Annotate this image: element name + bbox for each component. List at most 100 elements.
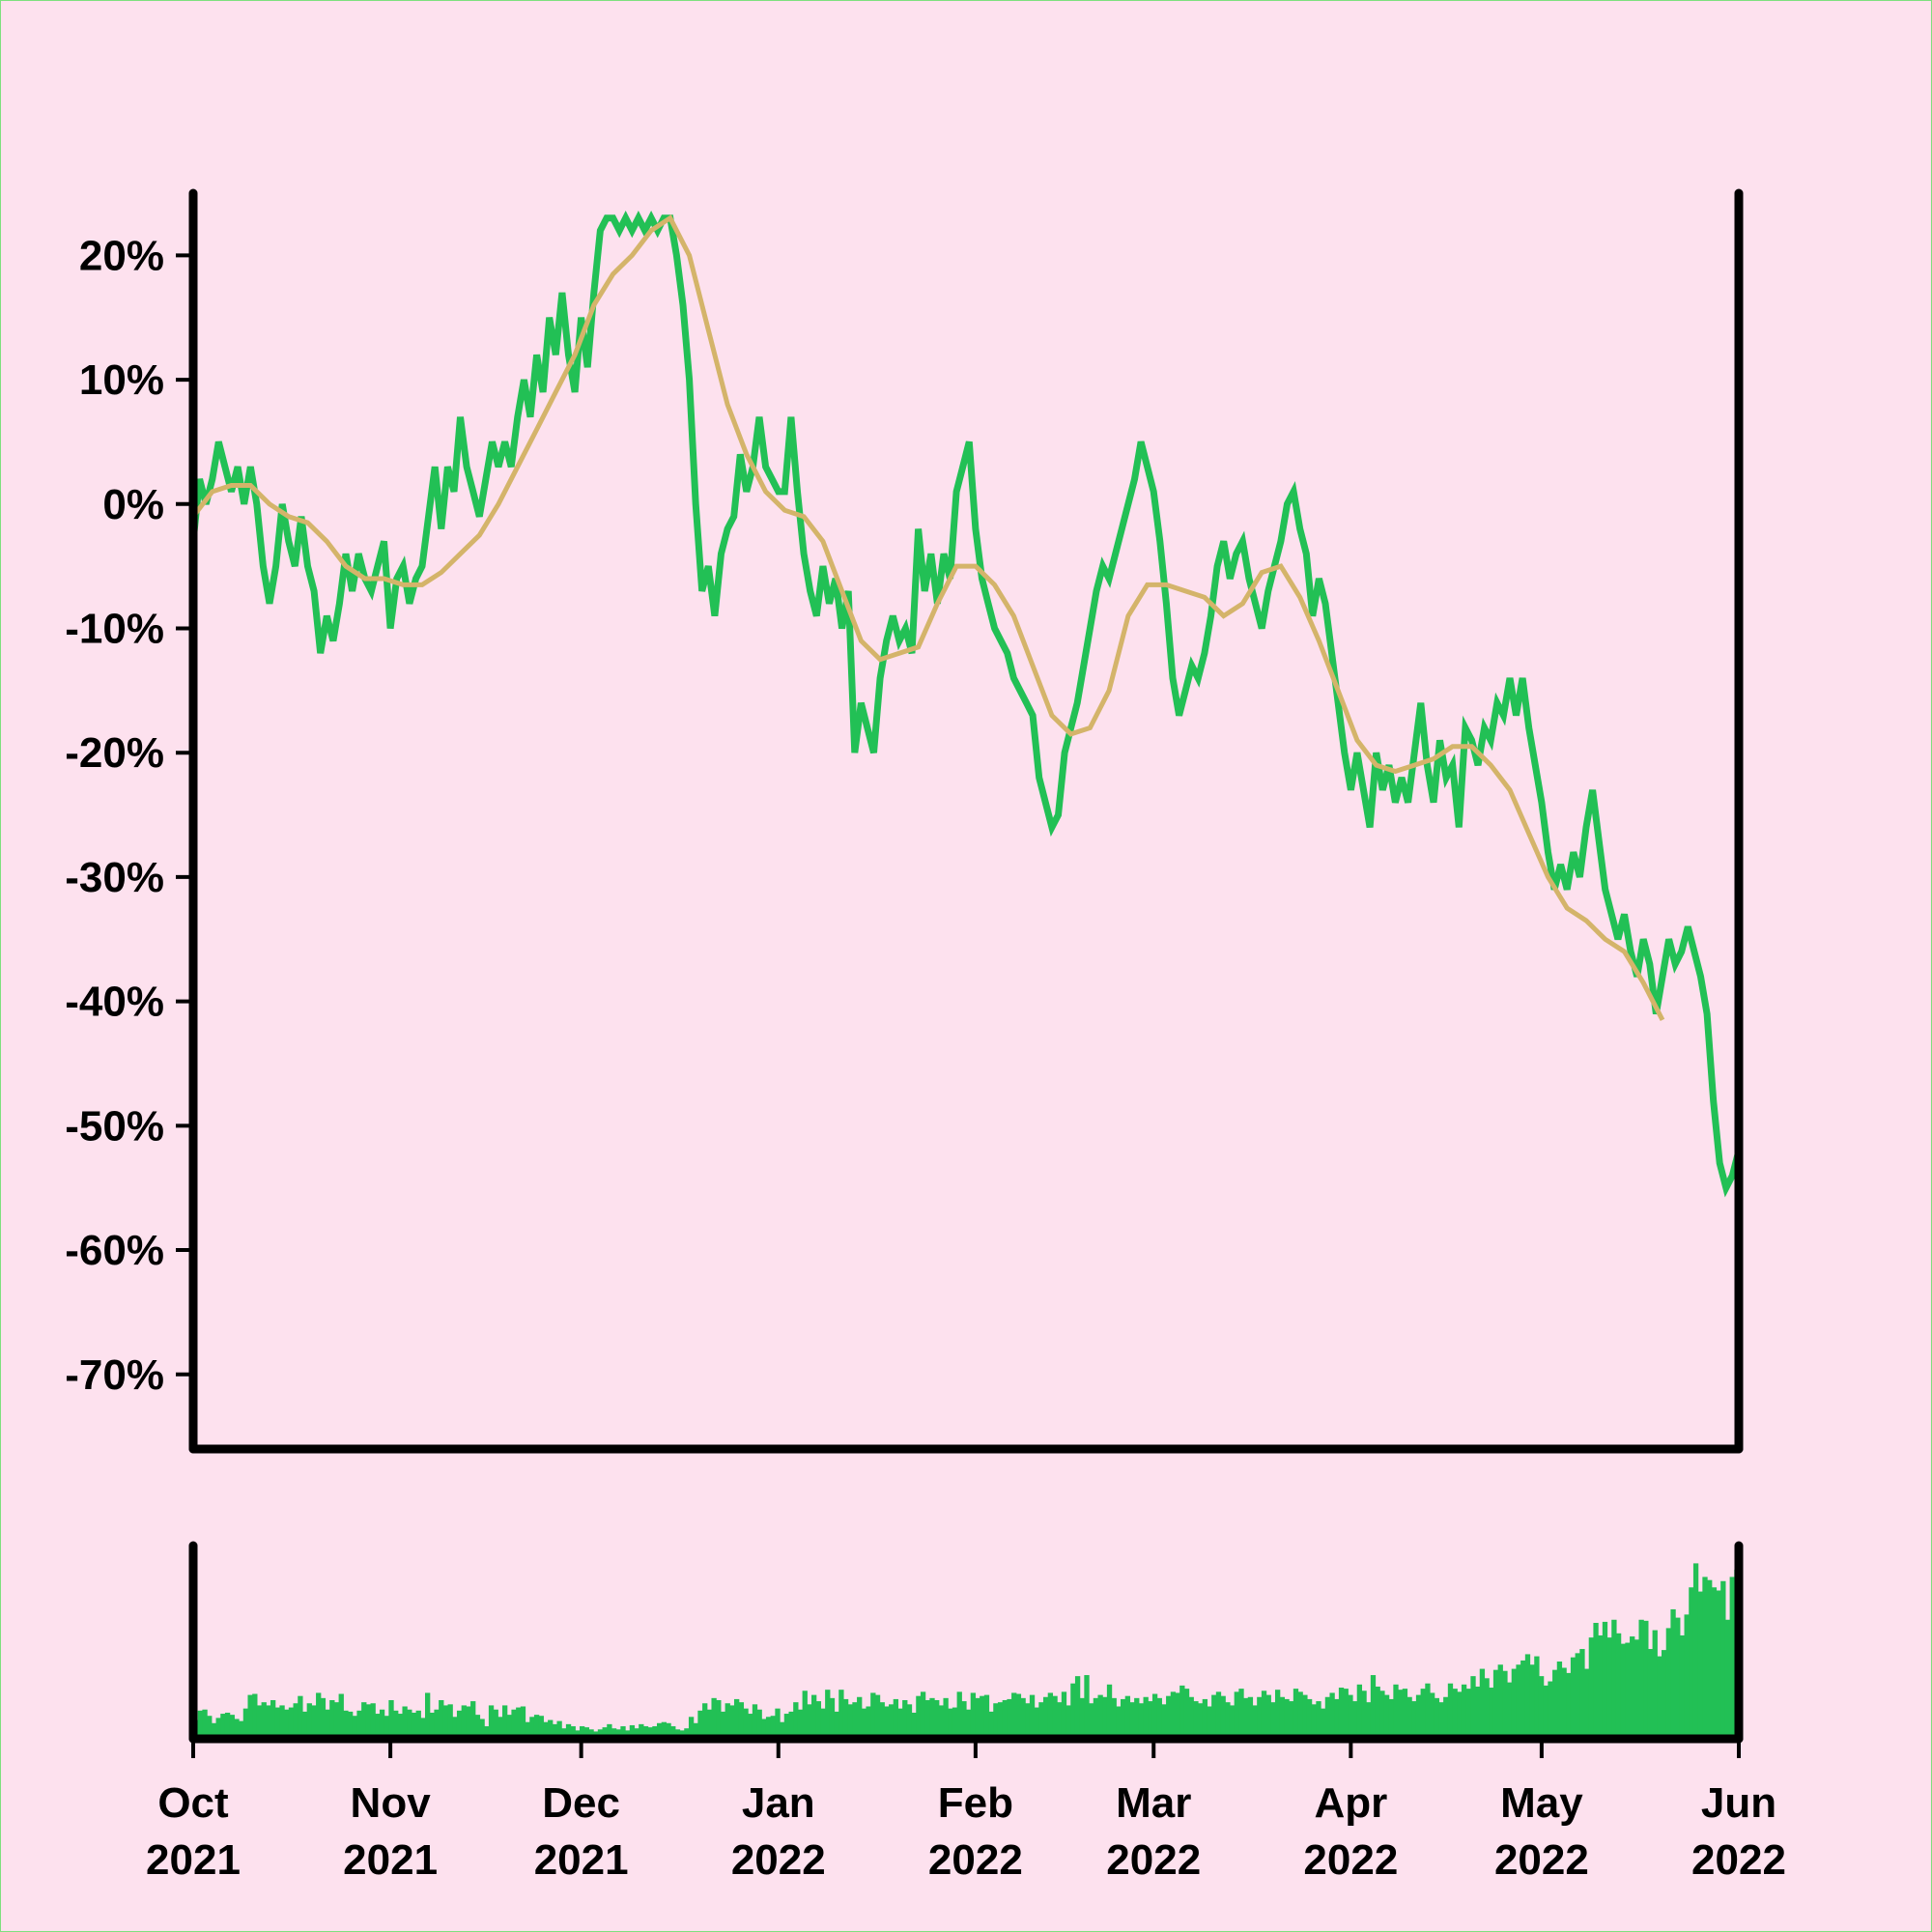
volume-bar	[793, 1702, 799, 1739]
volume-bar	[497, 1717, 503, 1739]
volume-bar	[761, 1719, 767, 1739]
volume-bar	[1161, 1704, 1167, 1739]
x-tick-label-month: Jun	[1701, 1779, 1776, 1827]
volume-bar	[1516, 1664, 1521, 1739]
volume-bar	[197, 1710, 204, 1739]
volume-bar	[1720, 1580, 1726, 1739]
volume-bar	[525, 1721, 530, 1739]
volume-bar	[1361, 1690, 1367, 1739]
volume-bar	[211, 1722, 217, 1739]
volume-bar	[320, 1697, 327, 1739]
volume-bar	[270, 1700, 276, 1739]
volume-bar	[529, 1717, 535, 1739]
volume-bar	[1156, 1697, 1162, 1739]
volume-bar	[1620, 1643, 1626, 1739]
volume-bar	[1479, 1668, 1486, 1739]
x-tick-label-month: Apr	[1314, 1779, 1387, 1827]
volume-bar	[783, 1714, 790, 1739]
volume-bar	[1270, 1702, 1276, 1739]
volume-bar	[1284, 1698, 1290, 1739]
volume-bar	[724, 1703, 730, 1739]
volume-bar	[1215, 1691, 1222, 1739]
volume-bar	[611, 1728, 617, 1739]
volume-bar	[247, 1694, 253, 1739]
volume-bar	[1430, 1692, 1435, 1739]
volume-bar	[1070, 1683, 1076, 1739]
volume-bar	[1484, 1678, 1490, 1739]
volume-bar	[1321, 1708, 1326, 1739]
volume-bar	[1015, 1693, 1022, 1739]
volume-bar	[583, 1727, 590, 1739]
volume-bar	[288, 1707, 295, 1739]
volume-bar	[1279, 1696, 1286, 1739]
volume-bar	[1138, 1703, 1145, 1739]
volume-bar	[252, 1693, 258, 1739]
volume-bar	[893, 1698, 899, 1739]
volume-bar	[397, 1714, 404, 1739]
volume-bar	[588, 1729, 594, 1739]
x-tick-label-year: 2021	[534, 1836, 629, 1884]
volume-bar	[1543, 1685, 1548, 1739]
volume-bar	[447, 1704, 453, 1739]
volume-bar	[207, 1716, 213, 1739]
volume-bar	[607, 1723, 612, 1739]
volume-bar	[674, 1729, 681, 1739]
volume-bar	[1492, 1669, 1499, 1739]
volume-bar	[1489, 1688, 1494, 1739]
volume-bar	[693, 1722, 698, 1739]
volume-bar	[293, 1703, 298, 1739]
volume-bar	[1121, 1698, 1126, 1739]
volume-bar	[338, 1693, 344, 1739]
volume-bar	[556, 1720, 562, 1739]
volume-bar	[348, 1711, 354, 1739]
volume-bar	[1398, 1690, 1404, 1739]
volume-bar	[897, 1708, 903, 1739]
volume-bar	[948, 1708, 953, 1739]
volume-bar	[1170, 1691, 1177, 1739]
volume-bar	[1647, 1649, 1654, 1739]
volume-bar	[602, 1727, 608, 1739]
x-tick-label-month: May	[1500, 1779, 1583, 1827]
volume-bar	[1402, 1689, 1408, 1739]
volume-bar	[983, 1694, 990, 1739]
volume-bar	[1447, 1683, 1454, 1739]
volume-bar	[620, 1726, 626, 1739]
volume-bar	[1229, 1705, 1236, 1739]
volume-bar	[1388, 1698, 1394, 1739]
volume-bar	[1370, 1675, 1377, 1739]
volume-bar	[1106, 1684, 1113, 1739]
volume-bar	[1034, 1707, 1039, 1739]
volume-bar	[311, 1705, 317, 1739]
volume-bar	[765, 1717, 772, 1739]
volume-bar	[1438, 1702, 1444, 1739]
volume-bar	[597, 1729, 604, 1739]
volume-bar	[775, 1708, 781, 1739]
volume-bar	[1134, 1697, 1140, 1739]
volume-bar	[220, 1714, 226, 1739]
volume-bar	[980, 1695, 985, 1739]
volume-bar	[284, 1709, 290, 1739]
volume-bar	[1502, 1670, 1508, 1739]
volume-bar	[720, 1711, 726, 1739]
volume-bar	[565, 1723, 572, 1739]
volume-bar	[847, 1704, 853, 1739]
volume-bar	[1561, 1667, 1567, 1739]
volume-bar	[1338, 1688, 1345, 1739]
volume-bar	[202, 1709, 208, 1739]
x-tick-label-month: Mar	[1116, 1779, 1191, 1827]
x-axis: Oct 2021 Nov 2021 Dec 2021 Jan 2022 Feb 2022 Mar 20…	[146, 1739, 1786, 1884]
volume-bar	[943, 1697, 949, 1739]
volume-bar	[748, 1714, 753, 1739]
volume-bar	[356, 1710, 362, 1739]
volume-bar	[1084, 1675, 1090, 1739]
volume-bar	[224, 1712, 231, 1739]
volume-bar	[1193, 1701, 1199, 1739]
volume-bar	[802, 1690, 808, 1739]
volume-bar	[1411, 1701, 1417, 1739]
volume-bar	[561, 1728, 567, 1739]
volume-bar	[1579, 1649, 1585, 1739]
volume-bar	[1265, 1694, 1271, 1739]
volume-bar	[1102, 1696, 1108, 1739]
volume-bar	[407, 1709, 412, 1739]
volume-bar	[1166, 1695, 1172, 1739]
